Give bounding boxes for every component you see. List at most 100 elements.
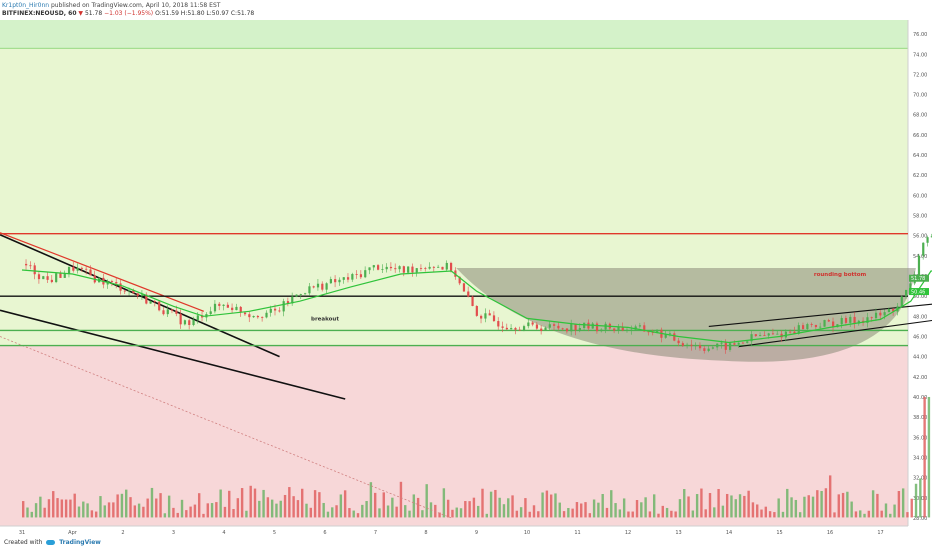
x-tick-label: 17	[877, 530, 883, 536]
candle-body	[514, 328, 517, 330]
volume-bar	[275, 503, 278, 518]
volume-bar	[704, 509, 707, 518]
candle-body	[789, 331, 792, 333]
volume-bar	[910, 498, 913, 518]
candle-body	[231, 307, 234, 311]
candle-body	[668, 333, 672, 335]
volume-bar	[670, 510, 673, 518]
candle-body	[282, 301, 285, 312]
volume-bar	[309, 507, 312, 518]
volume-bar	[549, 494, 553, 518]
x-tick-label: 4	[222, 530, 225, 536]
candle-body	[720, 342, 723, 344]
tradingview-logo-icon	[46, 540, 56, 545]
candle-body	[46, 276, 49, 280]
volume-bar	[404, 505, 407, 518]
volume-bar	[558, 502, 561, 518]
candle-body	[355, 274, 358, 275]
volume-bar	[876, 493, 879, 518]
volume-bar	[588, 513, 592, 518]
candle-body	[128, 290, 131, 292]
volume-bar	[206, 503, 209, 518]
candle-body	[321, 283, 324, 290]
candle-body	[312, 286, 315, 288]
candle-body	[265, 312, 268, 318]
volume-bar	[730, 495, 733, 518]
volume-bar	[86, 503, 89, 518]
volume-bar	[253, 488, 257, 518]
volume-bar	[803, 496, 806, 518]
candle-body	[334, 279, 337, 283]
volume-bar	[580, 503, 583, 518]
candle-body	[595, 323, 599, 332]
y-tick-label: 42.00	[913, 375, 927, 381]
volume-bar	[507, 498, 510, 518]
candle-body	[273, 308, 277, 311]
volume-bar	[562, 511, 566, 518]
volume-bar	[120, 493, 124, 518]
candle-body	[561, 328, 564, 330]
volume-bar	[635, 499, 639, 518]
x-tick-label: 6	[323, 530, 326, 536]
volume-bar	[421, 510, 424, 518]
volume-bar	[644, 497, 647, 518]
volume-bar	[172, 507, 175, 518]
volume-bar	[107, 502, 111, 518]
volume-bar	[279, 500, 282, 518]
candle-body	[192, 319, 195, 326]
candle-body	[183, 320, 187, 325]
candle-body	[175, 310, 178, 314]
volume-bar	[292, 496, 295, 518]
candle-body	[291, 296, 294, 304]
candle-body	[814, 324, 818, 328]
volume-bar	[30, 511, 33, 518]
trendline-down-2	[0, 309, 346, 400]
x-tick-label: 3	[172, 530, 175, 536]
down-arrow-icon: ▼	[78, 10, 84, 17]
footer-brand[interactable]: TradingView	[59, 539, 101, 546]
volume-bar	[82, 501, 85, 518]
volume-bar	[477, 505, 480, 518]
volume-bar	[489, 491, 493, 518]
volume-bar	[215, 502, 218, 518]
candle-body	[308, 286, 311, 294]
candle-body	[625, 329, 629, 331]
volume-bar	[313, 490, 317, 518]
volume-bar	[270, 499, 274, 518]
volume-bar	[103, 505, 106, 518]
candle-body	[213, 303, 217, 312]
volume-bar	[657, 513, 660, 518]
volume-bar	[554, 493, 557, 518]
candle-body	[870, 317, 873, 319]
x-tick-label: 10	[524, 530, 530, 536]
candle-body	[389, 266, 393, 269]
volume-bar	[571, 508, 574, 518]
candle-body	[480, 315, 483, 319]
x-tick-label: 8	[424, 530, 427, 536]
volume-bar	[369, 482, 373, 518]
volume-bar	[700, 488, 703, 518]
time-axis-background	[0, 526, 932, 538]
candle-body	[351, 274, 354, 280]
volume-bar	[545, 490, 549, 518]
volume-bar	[511, 495, 514, 518]
candle-body	[359, 274, 363, 278]
volume-bar	[777, 498, 780, 518]
volume-bar	[610, 490, 613, 518]
volume-bar	[464, 501, 467, 518]
volume-bar	[648, 511, 652, 518]
volume-bar	[618, 509, 622, 518]
candle-body	[467, 291, 470, 297]
author-name[interactable]: Kr1pt0n_Hir0nn	[2, 2, 50, 9]
volume-bar	[683, 489, 686, 518]
candle-body	[763, 335, 766, 336]
x-tick-label: 14	[726, 530, 732, 536]
volume-bar	[459, 508, 463, 518]
volume-bar	[515, 510, 519, 518]
volume-bar	[781, 511, 785, 518]
annotation-label: breakout	[311, 316, 339, 322]
candle-body	[844, 317, 848, 323]
candle-body	[883, 312, 886, 316]
candle-body	[346, 277, 350, 280]
